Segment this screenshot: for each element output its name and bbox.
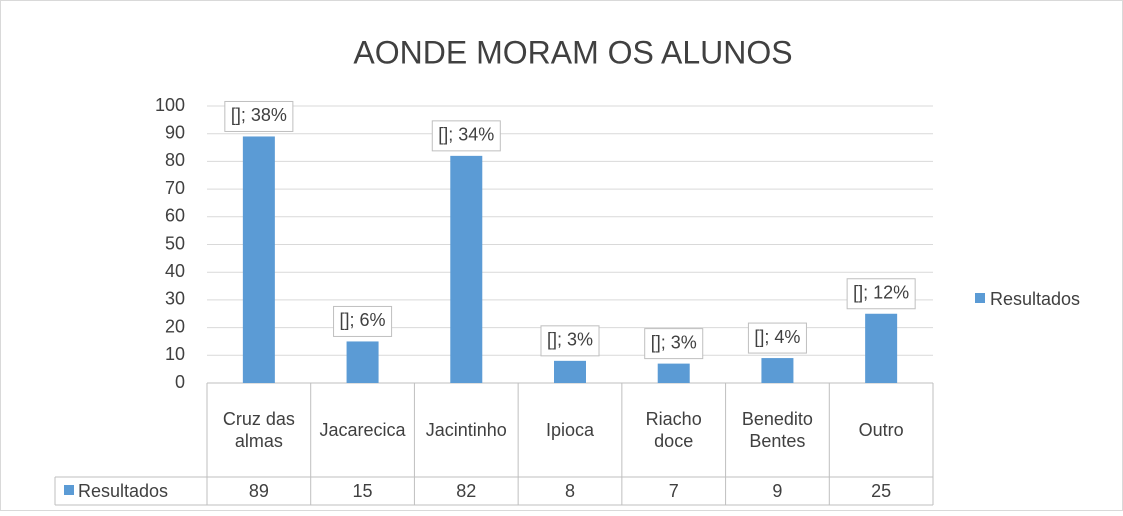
x-tick-label-box: Outro — [858, 420, 904, 440]
bar — [761, 358, 794, 383]
data-label: []; 38% — [231, 105, 287, 125]
data-label-box — [540, 325, 600, 357]
data-label: []; 4% — [754, 327, 800, 347]
bar — [450, 155, 483, 383]
x-tick-label: Outro — [858, 420, 904, 440]
x-tick-label-box: Jacarecica — [319, 420, 406, 440]
bar — [657, 363, 690, 383]
y-tick-label: 30 — [165, 289, 185, 309]
y-tick-label: 70 — [165, 178, 185, 198]
data-label-box — [431, 120, 501, 152]
table-value: 25 — [871, 481, 891, 501]
table-row-header: Resultados — [78, 481, 168, 501]
data-label: []; 3% — [547, 330, 593, 350]
data-label-group: []; 38% — [224, 100, 294, 132]
data-label: []; 3% — [651, 332, 697, 352]
table-value: 9 — [772, 481, 782, 501]
y-tick-label: 90 — [165, 122, 185, 142]
data-label-box — [644, 328, 704, 360]
data-label: []; 12% — [853, 283, 909, 303]
data-label-group: []; 4% — [747, 322, 807, 354]
y-tick-label: 50 — [165, 233, 185, 253]
legend-label: Resultados — [990, 289, 1080, 309]
data-label: []; 6% — [340, 310, 386, 330]
x-tick-label: Jacintinho — [425, 420, 507, 440]
chart-title: AONDE MORAM OS ALUNOS — [353, 34, 792, 70]
x-tick-label: Cruz das almas — [222, 409, 295, 451]
data-label-box — [333, 305, 393, 337]
data-label-box — [224, 100, 294, 132]
y-tick-label: 10 — [165, 344, 185, 364]
bar — [554, 360, 586, 383]
table-value: 7 — [669, 481, 679, 501]
bar — [242, 136, 275, 383]
table-value: 82 — [456, 481, 476, 501]
legend-swatch — [975, 293, 985, 303]
y-tick-label: 0 — [175, 372, 185, 392]
x-tick-label-box: Cruz das almas — [222, 409, 295, 451]
x-tick-label: Benedito Bentes — [741, 409, 813, 451]
y-tick-label: 40 — [165, 261, 185, 281]
x-tick-label: Ipioca — [545, 420, 595, 440]
data-label: []; 34% — [438, 125, 494, 145]
data-label-box — [846, 278, 916, 310]
data-label-group: []; 6% — [333, 305, 393, 337]
legend-swatch — [64, 485, 74, 495]
x-tick-label-box: Jacintinho — [425, 420, 507, 440]
data-label-group: []; 3% — [540, 325, 600, 357]
data-label-group: []; 34% — [431, 120, 501, 152]
x-tick-label: Riacho doce — [645, 409, 702, 451]
data-label-group: []; 12% — [846, 278, 916, 310]
x-tick-label-box: Riacho doce — [645, 409, 702, 451]
y-tick-label: 100 — [155, 95, 185, 115]
x-tick-label-box: Benedito Bentes — [741, 409, 813, 451]
x-tick-label-box: Ipioca — [545, 420, 595, 440]
x-tick-label: Jacarecica — [319, 420, 406, 440]
y-tick-label: 80 — [165, 150, 185, 170]
table-value: 15 — [353, 481, 373, 501]
y-tick-label: 60 — [165, 206, 185, 226]
table-value: 8 — [565, 481, 575, 501]
y-tick-label: 20 — [165, 316, 185, 336]
bar — [865, 313, 898, 383]
data-label-group: []; 3% — [644, 328, 704, 360]
bar — [346, 341, 379, 383]
table-value: 89 — [249, 481, 269, 501]
data-label-box — [747, 322, 807, 354]
